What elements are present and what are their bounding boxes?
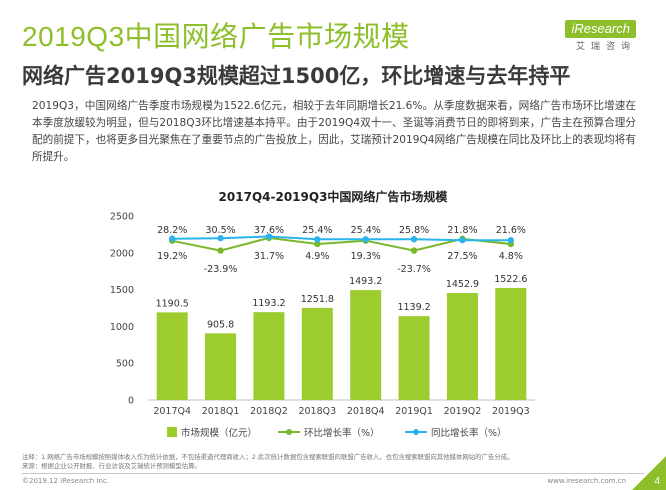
yoy-point	[507, 237, 515, 244]
x-tick-label: 2019Q3	[492, 406, 530, 417]
yoy-point	[410, 236, 418, 243]
bar	[156, 312, 188, 400]
legend-yoy-label: 同比增长率（%）	[431, 427, 507, 439]
qoq-point	[410, 247, 418, 254]
page-number: 4	[654, 476, 660, 487]
qoq-label: 19.2%	[157, 251, 187, 262]
qoq-label: 4.8%	[499, 251, 523, 262]
legend-qoq-label: 环比增长率（%）	[304, 427, 380, 439]
yoy-label: 21.8%	[447, 225, 477, 236]
qoq-label: -23.9%	[204, 264, 238, 275]
yoy-label: 28.2%	[157, 225, 187, 236]
qoq-label: -23.7%	[397, 264, 431, 275]
yoy-point	[362, 236, 369, 243]
footnote-note: 注释：1.网络广告市场规模按照媒体收入作为统计依据，不包括渠道代理商收入；2.此…	[22, 453, 514, 461]
yoy-label: 30.5%	[205, 225, 235, 236]
legend-qoq-swatch-dot	[286, 429, 292, 435]
footer-divider	[22, 473, 644, 474]
footnote: 注释：1.网络广告市场规模按照媒体收入作为统计依据，不包括渠道代理商收入；2.此…	[22, 453, 514, 471]
iresearch-logo: iResearch 艾瑞咨询	[565, 18, 636, 52]
yoy-label: 21.6%	[496, 225, 526, 236]
bar-value-label: 1193.2	[252, 298, 285, 309]
bar-value-label: 1452.9	[446, 279, 479, 290]
legend-bar-label: 市场规模（亿元）	[181, 427, 257, 439]
y-tick-label: 1500	[110, 285, 134, 296]
yoy-label: 37.6%	[254, 225, 284, 236]
x-tick-label: 2017Q4	[153, 406, 191, 417]
qoq-point	[217, 247, 224, 254]
copyright-text: ©2019.12 iResearch Inc.	[22, 477, 110, 485]
bar	[253, 312, 285, 400]
legend-yoy-swatch-dot	[413, 429, 419, 435]
x-tick-label: 2018Q3	[298, 406, 336, 417]
bar-value-label: 1493.2	[349, 276, 382, 287]
y-tick-label: 2500	[110, 212, 134, 223]
y-tick-label: 500	[116, 359, 134, 370]
bar-value-label: 1251.8	[301, 294, 334, 305]
bar-value-label: 1190.5	[156, 298, 189, 309]
bar	[495, 287, 527, 400]
yoy-point	[217, 234, 224, 242]
market-size-chart: 0 500 1000 1500 2000 2500 1190.5 2017Q4 905.8 201…	[110, 212, 535, 439]
bar-value-label: 1522.6	[494, 274, 527, 285]
yoy-point	[265, 233, 273, 240]
chart-title: 2017Q4-2019Q3中国网络广告市场规模	[218, 190, 448, 204]
logo-chinese: 艾瑞咨询	[575, 42, 636, 52]
x-tick-label: 2018Q1	[202, 406, 240, 417]
footnote-source: 来源：根据企业公开财报、行业访谈及艾瑞统计预测模型估算。	[22, 462, 201, 470]
yoy-label: 25.4%	[302, 225, 332, 236]
x-tick-label: 2019Q1	[395, 406, 433, 417]
qoq-label: 4.9%	[305, 251, 329, 262]
qoq-point	[314, 240, 321, 248]
bar	[205, 333, 237, 400]
page-title: 2019Q3中国网络广告市场规模	[22, 21, 410, 52]
bar	[446, 293, 478, 400]
yoy-point	[168, 235, 176, 242]
page-subtitle: 网络广告2019Q3规模超过1500亿，环比增速与去年持平	[22, 64, 571, 88]
yoy-label: 25.4%	[351, 225, 381, 236]
bar	[350, 290, 382, 400]
bar	[398, 316, 430, 400]
corner-tab	[632, 456, 666, 490]
x-tick-label: 2019Q2	[444, 406, 482, 417]
bar-value-label: 1139.2	[397, 302, 430, 313]
qoq-label: 31.7%	[254, 251, 284, 262]
x-tick-label: 2018Q4	[347, 406, 385, 417]
y-tick-label: 1000	[110, 322, 134, 333]
qoq-label: 27.5%	[447, 251, 477, 262]
yoy-label: 25.8%	[399, 225, 429, 236]
logo-mark: iResearch	[565, 20, 636, 38]
y-tick-label: 2000	[110, 248, 134, 259]
yoy-point	[314, 236, 321, 243]
intro-paragraph: 2019Q3，中国网络广告季度市场规模为1522.6亿元，相较于去年同期增长21…	[32, 100, 636, 163]
qoq-label: 19.3%	[351, 251, 381, 262]
y-tick-label: 0	[128, 396, 134, 407]
yoy-line	[172, 235, 511, 242]
bar	[301, 307, 333, 400]
website-link[interactable]: www.iresearch.com.cn	[547, 477, 626, 485]
yoy-point	[459, 236, 466, 244]
bar-value-label: 905.8	[207, 319, 234, 330]
legend-bar-swatch	[167, 427, 177, 437]
x-tick-label: 2018Q2	[250, 406, 288, 417]
